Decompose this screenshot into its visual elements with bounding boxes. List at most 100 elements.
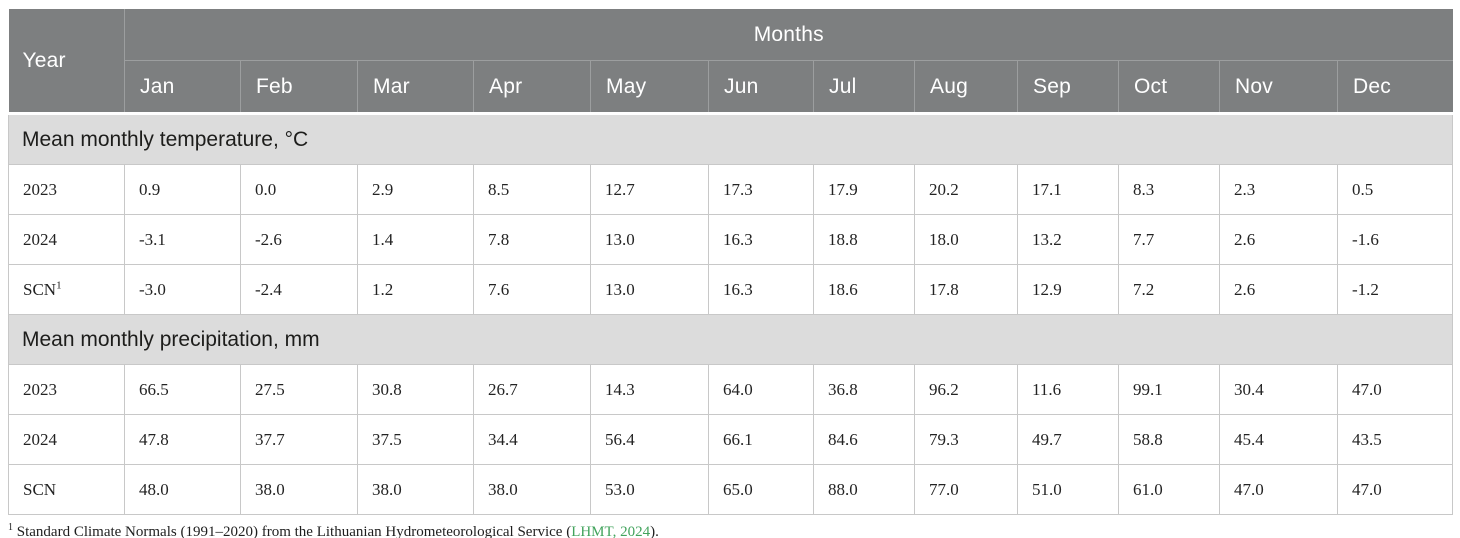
table-cell: 47.0 — [1336, 464, 1454, 515]
table-cell: 38.0 — [473, 464, 591, 515]
table-cell: 66.1 — [708, 414, 814, 465]
column-header-may: May — [590, 60, 709, 115]
table-cell: 17.9 — [813, 164, 915, 215]
table-cell: 17.8 — [914, 264, 1018, 315]
table-cell: 38.0 — [240, 464, 358, 515]
table-cell: -1.6 — [1336, 214, 1454, 265]
table-cell: 18.8 — [813, 214, 915, 265]
table-cell: 58.8 — [1118, 414, 1220, 465]
column-header-jul: Jul — [813, 60, 915, 115]
table-footnote: 1 Standard Climate Normals (1991–2020) f… — [8, 522, 1452, 538]
table-cell: -2.4 — [240, 264, 358, 315]
table-cell: 7.7 — [1118, 214, 1220, 265]
row-label-text: SCN — [23, 479, 57, 499]
column-header-jan: Jan — [124, 60, 241, 115]
section-header-row: Mean monthly precipitation, mm — [7, 314, 1454, 365]
table-cell: 47.8 — [124, 414, 241, 465]
table-cell: 30.8 — [357, 364, 474, 415]
table-cell: 47.0 — [1219, 464, 1338, 515]
table-cell: 26.7 — [473, 364, 591, 415]
table-cell: 36.8 — [813, 364, 915, 415]
table-cell: 2.9 — [357, 164, 474, 215]
citation-link-lhmt-2024[interactable]: LHMT, 2024 — [571, 524, 651, 538]
table-cell: 7.2 — [1118, 264, 1220, 315]
table-row: 2024 -3.1 -2.6 1.4 7.8 13.0 16.3 18.8 18.0 13.2 7.… — [8, 214, 1454, 265]
table-cell: 64.0 — [708, 364, 814, 415]
footnote-marker: 1 — [8, 522, 13, 533]
footnote-text-after: ). — [650, 524, 659, 538]
section-header-row: Mean monthly temperature, °C — [7, 113, 1454, 165]
table-cell: 30.4 — [1219, 364, 1338, 415]
table-cell: 8.3 — [1118, 164, 1220, 215]
table-cell: 12.9 — [1017, 264, 1119, 315]
table-row: 2023 66.5 27.5 30.8 26.7 14.3 64.0 36.8 96.2 11.6… — [8, 364, 1454, 415]
row-label-text: 2024 — [23, 429, 57, 449]
row-label-text: SCN — [23, 279, 57, 299]
table-cell: 16.3 — [708, 214, 814, 265]
table-cell: 13.2 — [1017, 214, 1119, 265]
table-cell: 37.7 — [240, 414, 358, 465]
table-cell: 47.0 — [1336, 364, 1454, 415]
column-header-year: Year — [8, 9, 125, 115]
table-body: Mean monthly temperature, °C 2023 0.9 0.0 2.… — [7, 113, 1454, 515]
table-cell: 18.6 — [813, 264, 915, 315]
table-cell: 43.5 — [1336, 414, 1454, 465]
table-cell: 1.4 — [357, 214, 474, 265]
table-cell: 53.0 — [590, 464, 709, 515]
row-label-text: 2023 — [23, 179, 57, 199]
table-cell: 65.0 — [708, 464, 814, 515]
row-label: 2024 — [8, 214, 125, 265]
row-label: SCN1 — [8, 264, 125, 315]
table-cell: 37.5 — [357, 414, 474, 465]
row-label: SCN — [8, 464, 125, 515]
table-cell: 96.2 — [914, 364, 1018, 415]
table-cell: -3.1 — [124, 214, 241, 265]
table-cell: -1.2 — [1336, 264, 1454, 315]
table-cell: 13.0 — [590, 264, 709, 315]
table-cell: 45.4 — [1219, 414, 1338, 465]
column-header-oct: Oct — [1118, 60, 1220, 115]
table-row: SCN1 -3.0 -2.4 1.2 7.6 13.0 16.3 18.6 17.8 12.9 7.… — [8, 264, 1454, 315]
table-cell: 16.3 — [708, 264, 814, 315]
table-cell: 0.5 — [1336, 164, 1454, 215]
months-group-header: Months — [124, 9, 1453, 61]
table-row: SCN 48.0 38.0 38.0 38.0 53.0 65.0 88.0 77.0 51.0 6… — [8, 464, 1454, 515]
table-cell: 27.5 — [240, 364, 358, 415]
table-cell: 79.3 — [914, 414, 1018, 465]
table-cell: 77.0 — [914, 464, 1018, 515]
table-cell: 49.7 — [1017, 414, 1119, 465]
section-title: Mean monthly precipitation, mm — [7, 314, 1454, 365]
row-label-text: 2023 — [23, 379, 57, 399]
column-header-aug: Aug — [914, 60, 1018, 115]
column-header-apr: Apr — [473, 60, 591, 115]
table-cell: 2.6 — [1219, 214, 1338, 265]
table-row: 2024 47.8 37.7 37.5 34.4 56.4 66.1 84.6 79.3 49.7… — [8, 414, 1454, 465]
table-header: Year Months Jan Feb Mar Apr May Jun Jul Aug Sep O… — [8, 9, 1453, 115]
months-group-row: Year Months — [8, 9, 1453, 115]
row-label: 2024 — [8, 414, 125, 465]
table-cell: 88.0 — [813, 464, 915, 515]
column-header-nov: Nov — [1219, 60, 1338, 115]
table-cell: -2.6 — [240, 214, 358, 265]
table-cell: 17.1 — [1017, 164, 1119, 215]
section-title: Mean monthly temperature, °C — [7, 113, 1454, 165]
table-cell: 12.7 — [590, 164, 709, 215]
column-header-feb: Feb — [240, 60, 358, 115]
column-header-sep: Sep — [1017, 60, 1119, 115]
table-cell: 84.6 — [813, 414, 915, 465]
table-cell: 34.4 — [473, 414, 591, 465]
table-cell: 7.6 — [473, 264, 591, 315]
table-cell: 2.3 — [1219, 164, 1338, 215]
table-cell: 20.2 — [914, 164, 1018, 215]
table-cell: 48.0 — [124, 464, 241, 515]
table-cell: -3.0 — [124, 264, 241, 315]
row-label: 2023 — [8, 364, 125, 415]
table-cell: 38.0 — [357, 464, 474, 515]
table-cell: 61.0 — [1118, 464, 1220, 515]
row-label-text: 2024 — [23, 229, 57, 249]
table-cell: 11.6 — [1017, 364, 1119, 415]
footnote-text-before: Standard Climate Normals (1991–2020) fro… — [13, 524, 572, 538]
table-cell: 8.5 — [473, 164, 591, 215]
table-cell: 51.0 — [1017, 464, 1119, 515]
